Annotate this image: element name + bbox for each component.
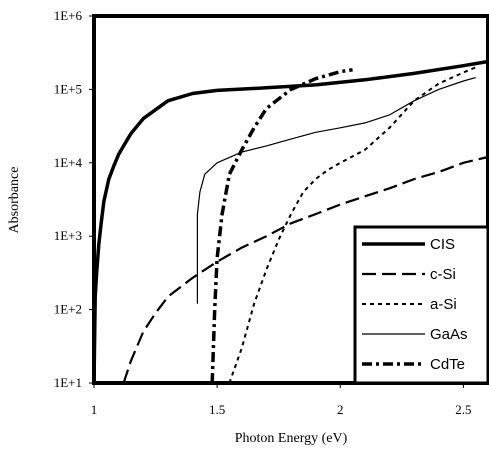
x-tick-label: 2 (337, 402, 344, 417)
y-axis-title: Absorbance (7, 167, 22, 234)
y-tick-label: 1E+1 (54, 375, 82, 390)
x-axis-title: Photon Energy (eV) (235, 431, 348, 446)
legend-entry-gaas: GaAs (362, 326, 468, 343)
legend-entry-a-si: a-Si (362, 296, 457, 313)
x-tick-label: 1.5 (209, 402, 225, 417)
tick-layer: 1 1.5 2 2.5 1E+1 1E+2 1E+3 1E+4 1E+5 1E+6 (54, 8, 472, 417)
legend-entry-cis: CIS (362, 236, 455, 253)
legend-label: c-Si (430, 266, 456, 283)
x-tick-label: 2.5 (455, 402, 471, 417)
legend-entries: CIS c-Si a-Si GaAs CdTe (362, 236, 468, 373)
y-tick-label: 1E+5 (54, 81, 82, 96)
legend-label: GaAs (430, 326, 468, 343)
y-tick-label: 1E+4 (54, 155, 83, 170)
legend-label: CdTe (430, 356, 465, 373)
series-line-c-si (122, 155, 489, 384)
series-line-gaas (196, 77, 476, 304)
series-line-cis (92, 59, 489, 384)
legend-entry-c-si: c-Si (362, 266, 456, 283)
legend-label: a-Si (430, 296, 457, 313)
series-layer (92, 59, 489, 384)
x-tick-label: 1 (91, 402, 98, 417)
legend: CIS c-Si a-Si GaAs CdTe (353, 225, 489, 385)
y-tick-label: 1E+6 (54, 8, 83, 23)
legend-entry-cdte: CdTe (362, 356, 465, 373)
legend-label: CIS (430, 236, 455, 253)
y-tick-label: 1E+2 (54, 302, 82, 317)
y-tick-label: 1E+3 (54, 228, 82, 243)
